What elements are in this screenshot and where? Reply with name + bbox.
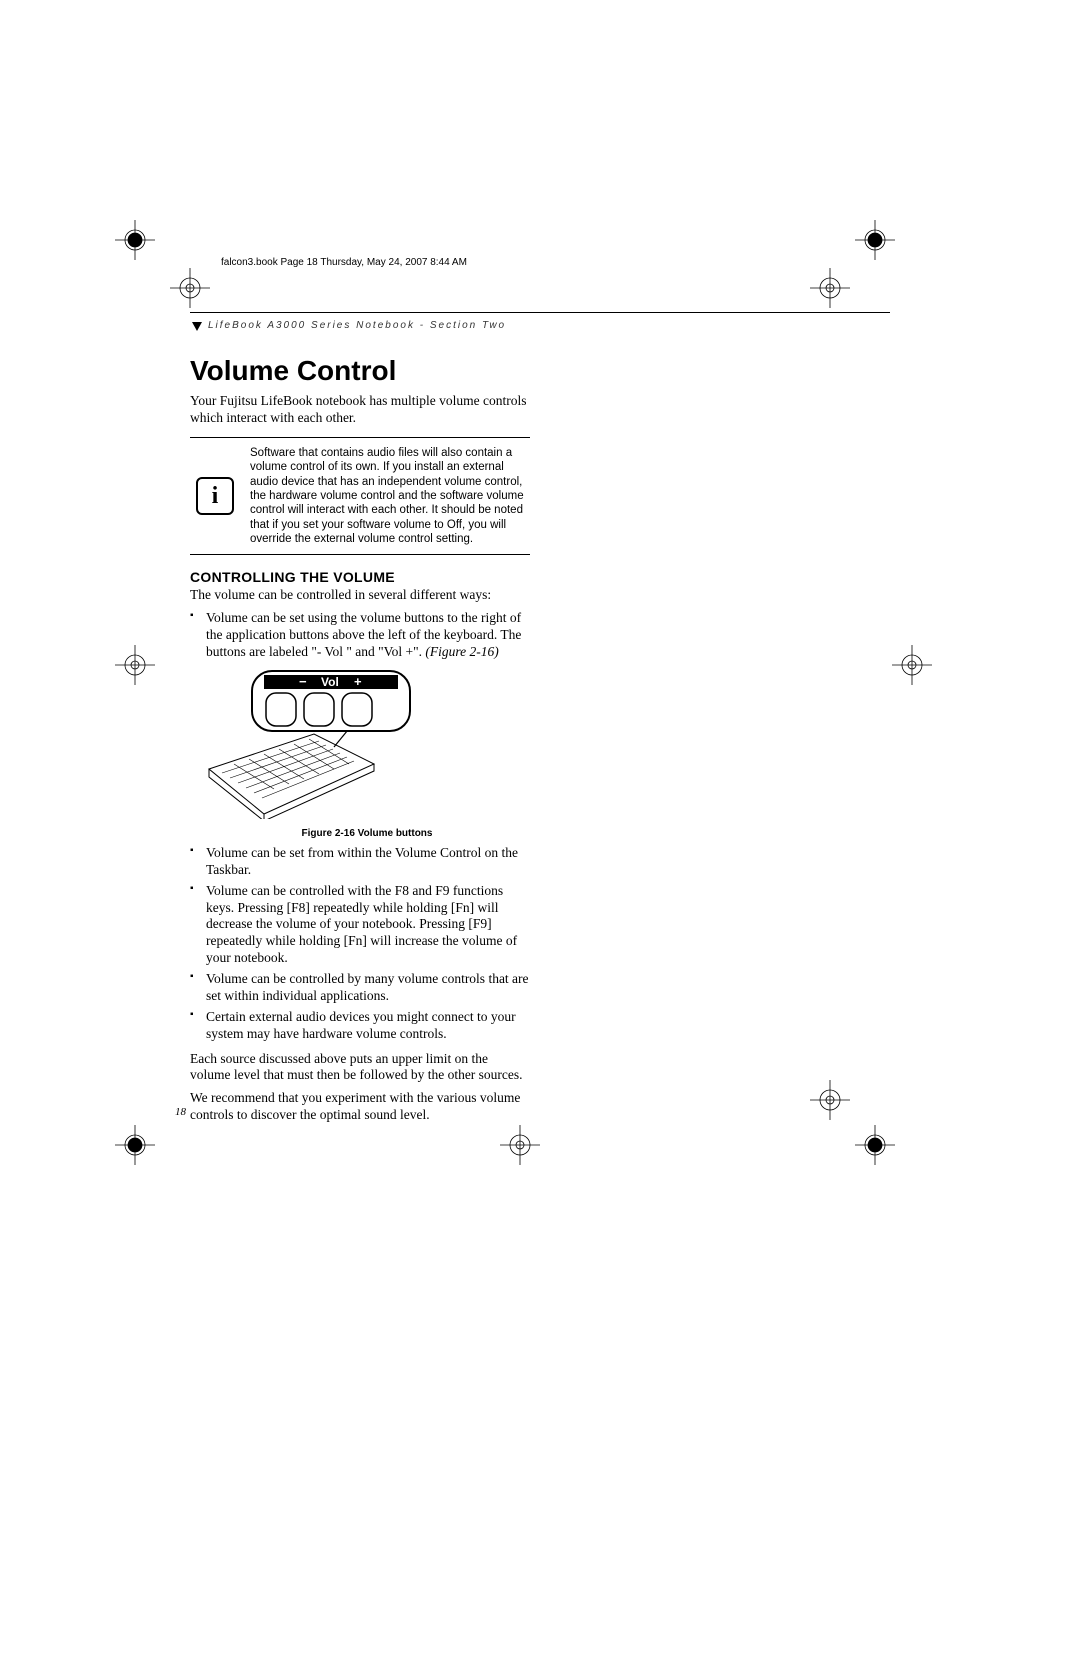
registration-mark-icon [115, 645, 155, 685]
page-title: Volume Control [190, 355, 530, 387]
lead-paragraph: The volume can be controlled in several … [190, 587, 530, 604]
registration-mark-icon [892, 645, 932, 685]
list-item: Volume can be controlled by many volume … [190, 971, 530, 1005]
figure-caption: Figure 2-16 Volume buttons [204, 828, 530, 839]
header-rule [190, 312, 890, 313]
registration-mark-icon [115, 220, 155, 260]
registration-mark-icon [855, 1125, 895, 1165]
subheading: CONTROLLING THE VOLUME [190, 569, 530, 585]
closing-paragraph: Each source discussed above puts an uppe… [190, 1051, 530, 1085]
volume-buttons-illustration: − Vol + [204, 669, 414, 819]
header-triangle-icon [192, 322, 202, 331]
info-icon: i [196, 477, 234, 515]
registration-mark-icon [500, 1125, 540, 1165]
figure-reference: (Figure 2-16) [425, 644, 498, 659]
list-item: Volume can be controlled with the F8 and… [190, 883, 530, 967]
list-item: Volume can be set using the volume butto… [190, 610, 530, 661]
vol-label: Vol [321, 675, 339, 689]
note-text: Software that contains audio files will … [250, 446, 530, 547]
bullet-list-top: Volume can be set using the volume butto… [190, 610, 530, 661]
page-number: 18 [175, 1106, 186, 1118]
registration-mark-icon [810, 268, 850, 308]
vol-minus-label: − [299, 674, 307, 689]
vol-plus-label: + [354, 674, 362, 689]
intro-paragraph: Your Fujitsu LifeBook notebook has multi… [190, 393, 530, 427]
content-column: Volume Control Your Fujitsu LifeBook not… [190, 345, 530, 1130]
bullet-list-bottom: Volume can be set from within the Volume… [190, 845, 530, 1043]
note-box: i Software that contains audio files wil… [190, 437, 530, 556]
running-head: LifeBook A3000 Series Notebook - Section… [208, 320, 506, 331]
crop-mark-text: falcon3.book Page 18 Thursday, May 24, 2… [221, 257, 467, 268]
registration-mark-icon [855, 220, 895, 260]
registration-mark-icon [115, 1125, 155, 1165]
list-item: Volume can be set from within the Volume… [190, 845, 530, 879]
list-item: Certain external audio devices you might… [190, 1009, 530, 1043]
registration-mark-icon [810, 1080, 850, 1120]
closing-paragraph: We recommend that you experiment with th… [190, 1090, 530, 1124]
registration-mark-icon [170, 268, 210, 308]
figure-volume-buttons: − Vol + Figure 2-16 Volume buttons [204, 669, 530, 839]
